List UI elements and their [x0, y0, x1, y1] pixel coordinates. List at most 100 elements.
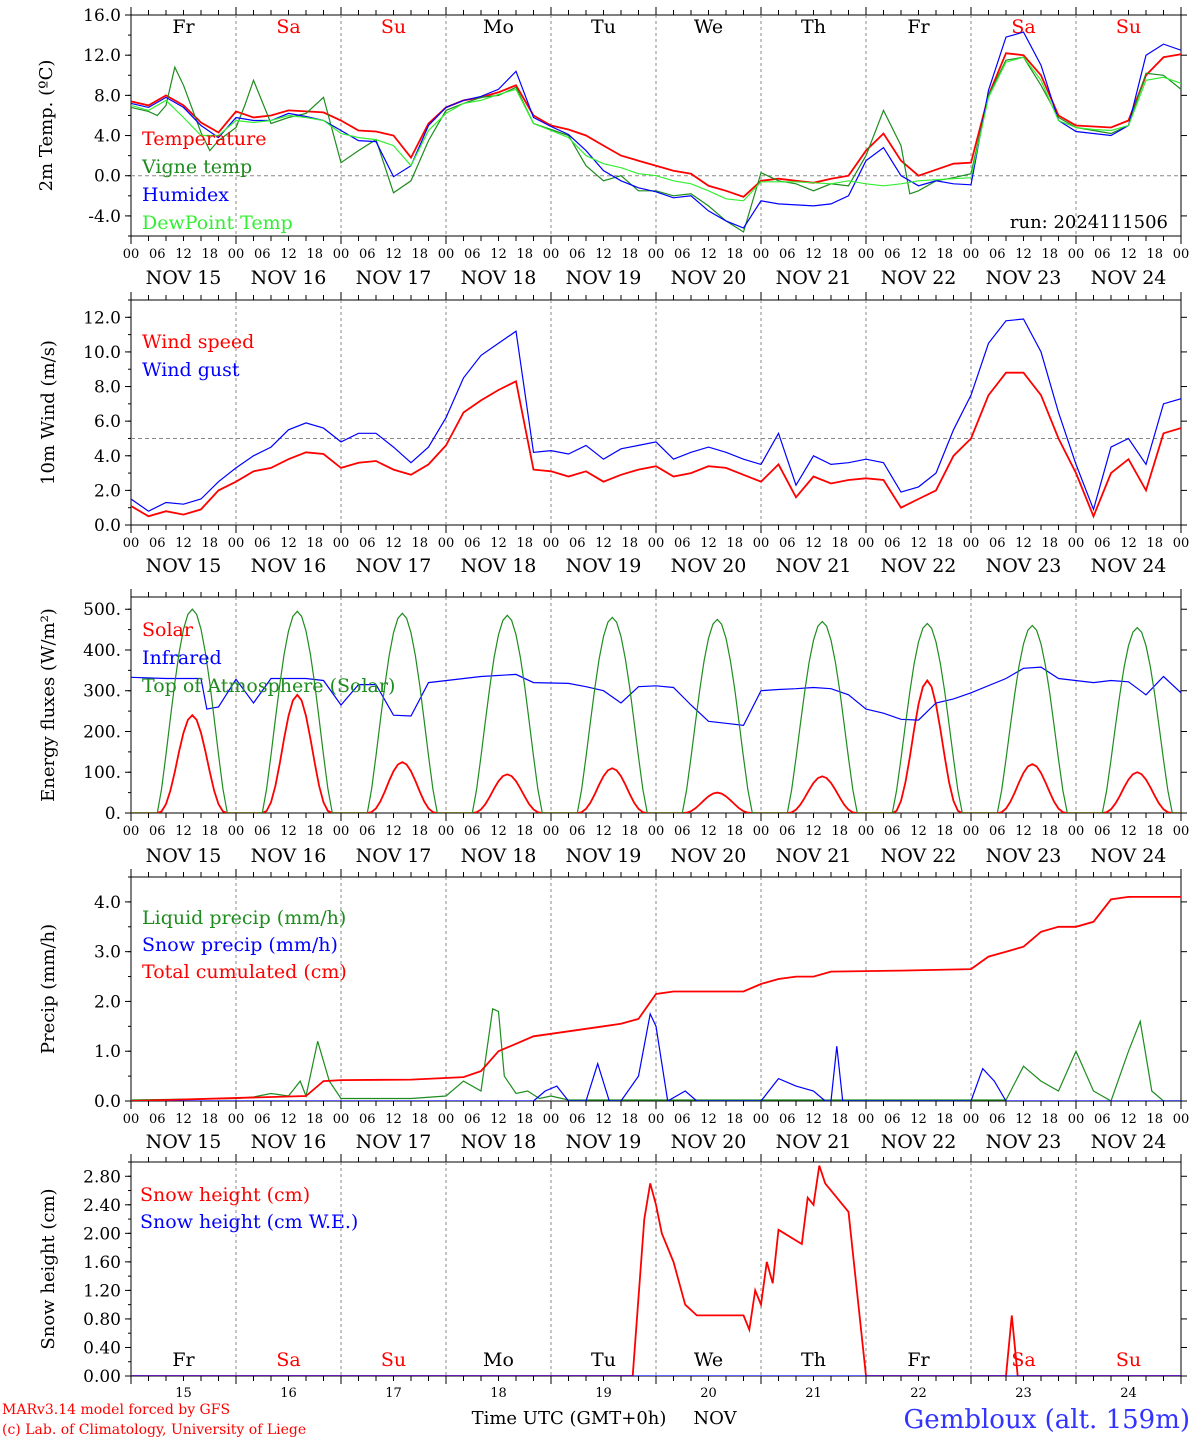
hour-tick-label: 12	[805, 1112, 822, 1127]
hour-tick-label: 12	[490, 536, 507, 551]
date-label: NOV 22	[881, 555, 957, 577]
hour-tick-label: 12	[700, 1112, 717, 1127]
series-group	[131, 608, 1181, 813]
legend-entry: Liquid precip (mm/h)	[142, 907, 346, 929]
series-group	[131, 1165, 1181, 1376]
hour-tick-label: 00	[858, 536, 875, 551]
hour-tick-label: 06	[464, 824, 481, 839]
series-line-liquid-precip-mm-h	[131, 1008, 1181, 1101]
hour-tick-label: 00	[123, 1112, 140, 1127]
hour-tick-label: 12	[1015, 536, 1032, 551]
copyright-note: (c) Lab. of Climatology, University of L…	[2, 1422, 306, 1438]
y-tick-label: 2.80	[83, 1167, 121, 1187]
legend-entry: Top of Atmosphere (Solar)	[142, 675, 395, 697]
hour-tick-label: 06	[359, 1112, 376, 1127]
hour-tick-label: 00	[963, 536, 980, 551]
hour-tick-label: 06	[989, 824, 1006, 839]
legend-entry: DewPoint Temp	[142, 212, 293, 234]
date-label: 20	[700, 1386, 717, 1401]
hour-tick-label: 06	[989, 536, 1006, 551]
hour-tick-label: 12	[805, 536, 822, 551]
hour-tick-label: 06	[884, 824, 901, 839]
run-label: run: 2024111506	[1010, 212, 1168, 233]
hour-tick-label: 00	[228, 824, 245, 839]
series-line-top-of-atmosphere-solar	[131, 608, 1181, 813]
y-tick-label: 0.	[105, 804, 121, 824]
hour-tick-label: 00	[753, 536, 770, 551]
date-label: NOV 19	[566, 267, 642, 289]
hour-tick-label: 00	[1173, 824, 1190, 839]
hour-tick-label: 12	[595, 824, 612, 839]
day-name-label: Th	[801, 1349, 826, 1371]
y-tick-label: 10.0	[83, 343, 121, 363]
hour-tick-label: 18	[726, 824, 743, 839]
legend-entry: Snow height (cm)	[140, 1184, 310, 1206]
hour-tick-label: 00	[1068, 536, 1085, 551]
y-tick-label: -4.0	[88, 207, 121, 227]
hour-tick-label: 12	[1015, 247, 1032, 262]
hour-tick-label: 12	[1120, 247, 1137, 262]
hour-tick-label: 12	[385, 247, 402, 262]
day-name-label: Su	[1116, 1349, 1141, 1371]
hour-tick-label: 12	[910, 1112, 927, 1127]
y-tick-label: 2.0	[94, 992, 121, 1012]
hour-tick-label: 18	[936, 824, 953, 839]
y-tick-label: 6.0	[94, 412, 121, 432]
y-tick-label: 4.0	[94, 127, 121, 147]
hour-tick-label: 00	[333, 824, 350, 839]
legend-entry: Temperature	[142, 128, 266, 150]
date-label: NOV 20	[671, 267, 747, 289]
hour-tick-label: 00	[438, 824, 455, 839]
hour-tick-label: 12	[700, 824, 717, 839]
date-label: NOV 18	[461, 267, 537, 289]
date-label: NOV 21	[776, 845, 852, 867]
hour-tick-label: 18	[201, 247, 218, 262]
date-label: NOV 23	[986, 1131, 1062, 1153]
date-label: NOV 21	[776, 555, 852, 577]
date-label: NOV 23	[986, 267, 1062, 289]
hour-tick-label: 00	[438, 536, 455, 551]
day-name-label: Sa	[276, 1349, 300, 1371]
hour-tick-label: 00	[753, 1112, 770, 1127]
panel-4: 0.0 1.0 2.0 3.0 4.0 Precip (mm/h) 00 06 12 18 00 06…	[38, 869, 1189, 1153]
y-tick-label: 0.0	[94, 167, 121, 187]
y-tick-label: 300.	[83, 682, 121, 702]
series-line-temperature	[131, 52, 1181, 198]
hour-tick-label: 00	[1173, 247, 1190, 262]
hour-tick-label: 18	[1041, 247, 1058, 262]
y-tick-label: 3.0	[94, 943, 121, 963]
hour-tick-label: 18	[306, 824, 323, 839]
hour-tick-label: 12	[805, 247, 822, 262]
hour-tick-label: 12	[385, 824, 402, 839]
hour-tick-label: 00	[858, 247, 875, 262]
hour-tick-label: 06	[149, 824, 166, 839]
hour-tick-label: 06	[779, 536, 796, 551]
hour-tick-label: 00	[858, 824, 875, 839]
hour-tick-label: 18	[516, 824, 533, 839]
y-tick-label: 4.0	[94, 447, 121, 467]
hour-tick-label: 06	[359, 536, 376, 551]
hour-tick-label: 12	[910, 824, 927, 839]
date-label: NOV 24	[1091, 555, 1167, 577]
hour-tick-label: 18	[621, 1112, 638, 1127]
date-label: NOV 19	[566, 845, 642, 867]
date-label: NOV 22	[881, 845, 957, 867]
hour-tick-label: 18	[831, 247, 848, 262]
hour-tick-label: 06	[884, 1112, 901, 1127]
hour-tick-label: 06	[359, 824, 376, 839]
hour-tick-label: 18	[936, 247, 953, 262]
hour-tick-label: 00	[858, 1112, 875, 1127]
day-name-label: Sa	[1011, 16, 1035, 38]
hour-tick-label: 18	[516, 247, 533, 262]
hour-tick-label: 12	[595, 536, 612, 551]
day-name-label: Tu	[591, 16, 616, 38]
hour-tick-label: 06	[1094, 1112, 1111, 1127]
hour-tick-label: 06	[149, 1112, 166, 1127]
station-name: Gembloux (alt. 159m)	[904, 1405, 1190, 1435]
hour-tick-label: 00	[1173, 1112, 1190, 1127]
series-line-infrared	[131, 666, 1181, 727]
y-axis-label: Precip (mm/h)	[38, 924, 59, 1054]
hour-tick-label: 12	[490, 247, 507, 262]
date-label: NOV 18	[461, 1131, 537, 1153]
